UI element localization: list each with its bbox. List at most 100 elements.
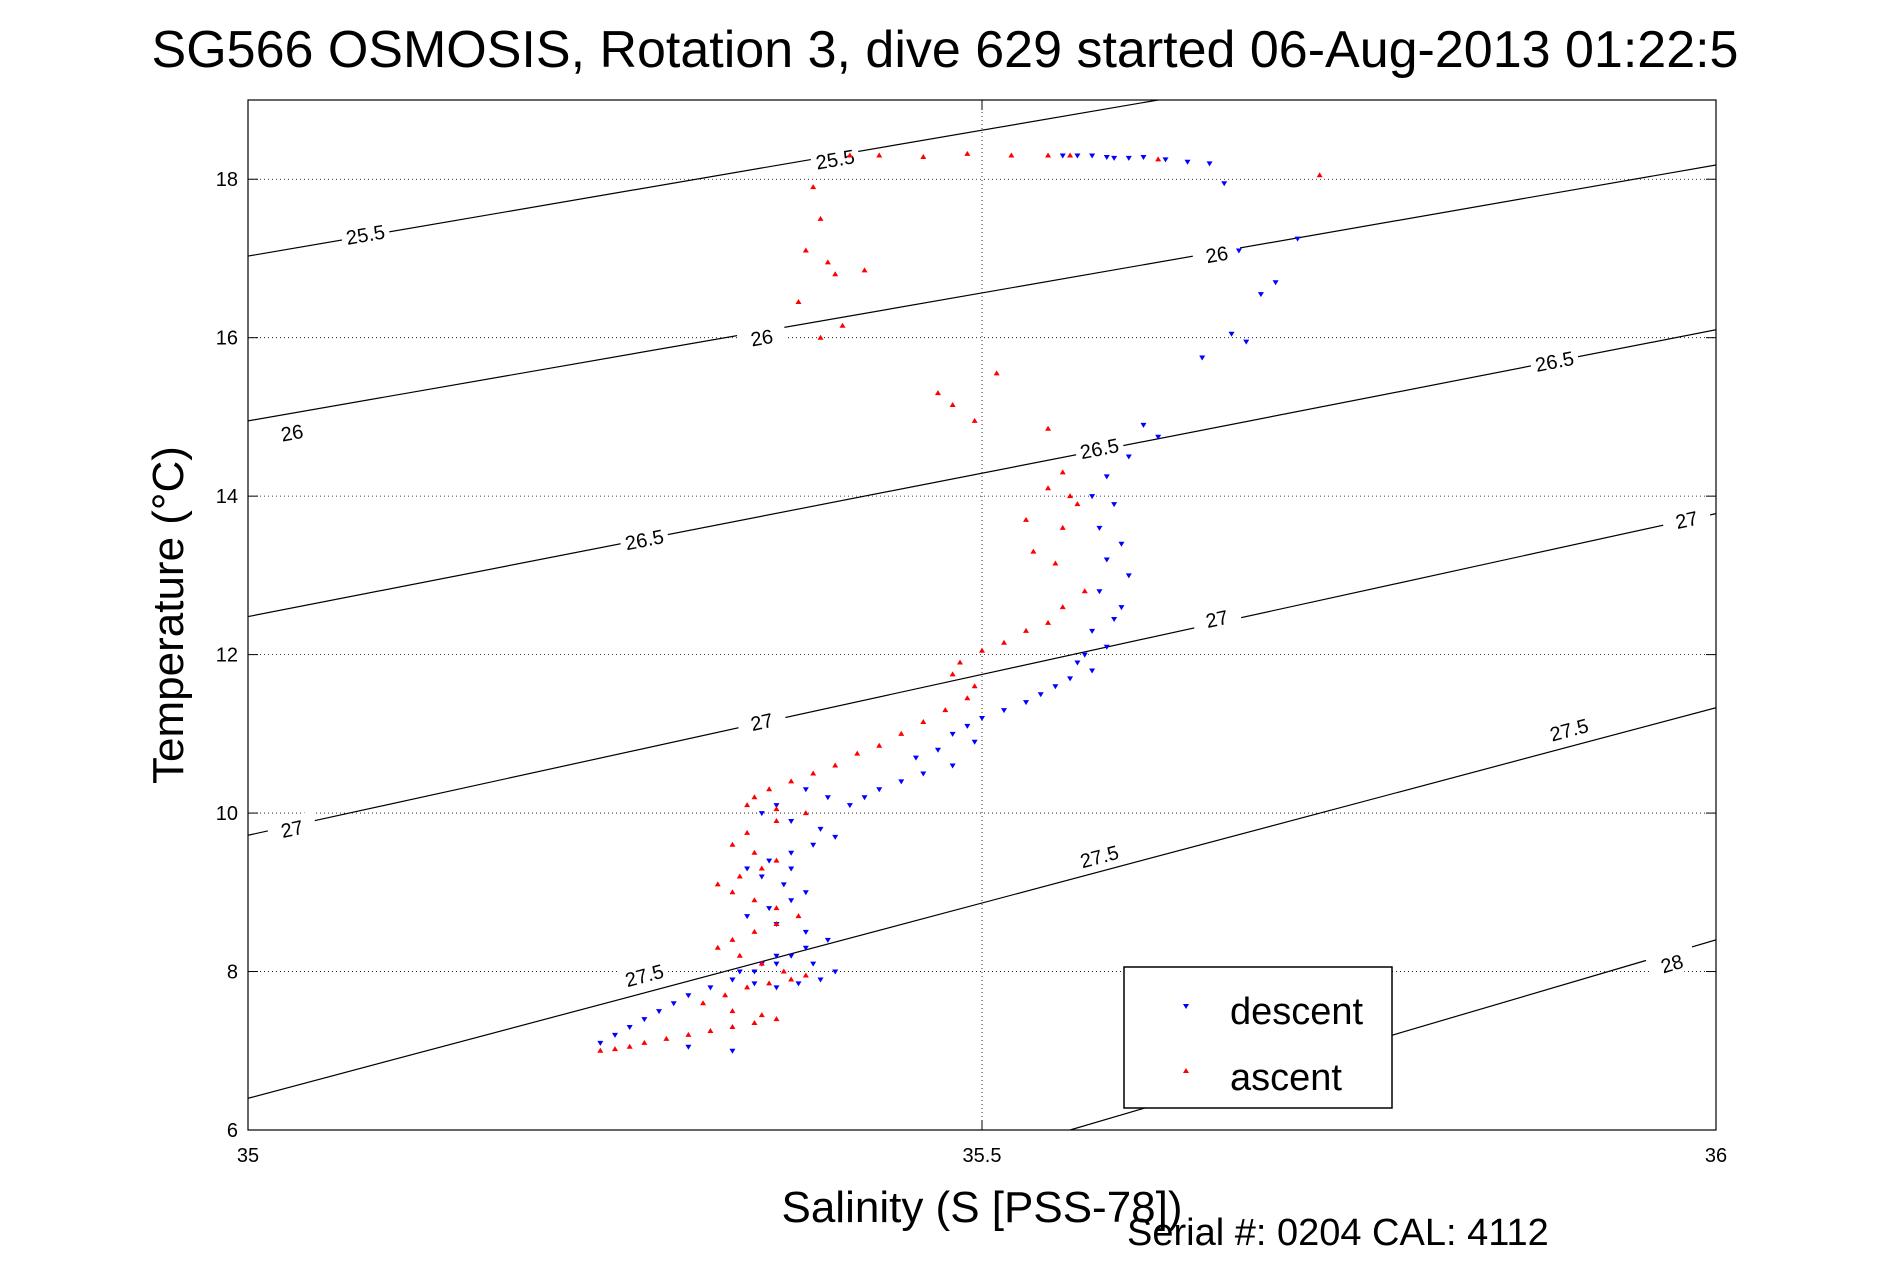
descent-point — [861, 795, 868, 801]
ascent-point — [898, 730, 905, 736]
ascent-point — [751, 849, 758, 855]
ascent-point — [1081, 588, 1088, 594]
ascent-point — [817, 215, 824, 221]
density-contour-label-bg — [735, 704, 788, 738]
ascent-point — [971, 683, 978, 689]
density-contour-label-bg — [1542, 711, 1596, 747]
ascent-point — [795, 913, 802, 919]
ascent-point — [876, 742, 883, 748]
descent-point — [1155, 434, 1162, 440]
descent-point — [1089, 628, 1096, 634]
density-contour-label-bg — [265, 811, 318, 845]
descent-point — [788, 850, 795, 856]
ascent-point — [802, 810, 809, 816]
descent-point — [795, 981, 802, 987]
chart-title: SG566 OSMOSIS, Rotation 3, dive 629 star… — [152, 21, 1739, 79]
descent-point — [788, 898, 795, 904]
ascent-point — [663, 1035, 670, 1041]
ascent-point — [1045, 619, 1052, 625]
ascent-point — [729, 841, 736, 847]
descent-point — [1140, 155, 1147, 161]
ascent-point — [780, 968, 787, 974]
ascent-point — [1067, 152, 1074, 158]
y-tick-label: 12 — [216, 645, 238, 667]
descent-point — [1294, 236, 1301, 242]
descent-point — [1074, 153, 1081, 159]
descent-point — [964, 723, 971, 729]
descent-point — [1081, 652, 1088, 658]
descent-point — [1096, 589, 1103, 595]
ascent-point — [1052, 560, 1059, 566]
ascent-point — [729, 889, 736, 895]
descent-point — [736, 969, 743, 975]
descent-point — [1103, 474, 1110, 480]
legend-box — [1123, 966, 1393, 1109]
ascent-point — [964, 695, 971, 701]
descent-point — [1111, 155, 1118, 161]
descent-point — [612, 1032, 618, 1038]
ascent-point — [641, 1039, 648, 1045]
ascent-point — [1067, 493, 1074, 499]
descent-point — [1118, 605, 1125, 611]
ascent-point — [751, 794, 758, 800]
ascent-point — [795, 299, 802, 305]
ascent-point — [736, 873, 743, 879]
descent-point — [832, 969, 839, 975]
density-contour-line — [248, 100, 1159, 257]
ascent-point — [1059, 604, 1066, 610]
descent-point — [685, 993, 692, 999]
descent-point — [751, 969, 758, 975]
descent-point — [824, 937, 831, 943]
density-contour-label: 26 — [749, 326, 775, 351]
descent-point — [1103, 644, 1110, 650]
descent-point — [1272, 280, 1279, 286]
descent-point — [949, 763, 956, 769]
descent-point — [1096, 525, 1103, 531]
descent-point — [1023, 700, 1030, 706]
descent-point — [912, 755, 919, 761]
descent-point — [876, 787, 883, 793]
ascent-point — [744, 802, 751, 808]
descent-point — [773, 985, 780, 991]
descent-point — [641, 1017, 648, 1023]
descent-point — [597, 1040, 604, 1046]
ascent-point — [1023, 516, 1030, 522]
legend-descent-label: descent — [1230, 991, 1364, 1033]
ascent-point — [846, 152, 853, 158]
ascent-point — [920, 154, 927, 160]
descent-point — [1001, 708, 1008, 714]
descent-point — [766, 858, 773, 864]
descent-point — [1059, 153, 1066, 159]
density-contour-label-bg — [809, 142, 861, 175]
ascent-point — [700, 1000, 707, 1006]
descent-point — [744, 914, 751, 920]
ascent-point — [832, 271, 839, 277]
descent-point — [1199, 355, 1206, 361]
y-tick-label: 16 — [216, 328, 238, 350]
ascent-point — [729, 1024, 736, 1029]
density-contour-label-bg — [1073, 431, 1126, 465]
ascent-point — [729, 936, 736, 942]
ascent-point — [810, 184, 817, 190]
descent-point — [824, 795, 831, 801]
ascent-point — [758, 1012, 765, 1018]
ascent-point — [597, 1047, 604, 1053]
plot-area: 25.525.526262626.526.526.52727272727.527… — [216, 99, 1727, 1167]
ascent-point — [626, 1043, 633, 1049]
axis-ticks: 35 35.5 36 6 8 10 12 14 16 18 — [216, 100, 1727, 1167]
x-axis-label: Salinity (S [PSS-78]) — [781, 1183, 1182, 1232]
density-contour-label: 27 — [1674, 508, 1700, 534]
legend-ascent-label: ascent — [1230, 1057, 1342, 1099]
descent-point — [1184, 159, 1191, 165]
descent-point — [626, 1025, 633, 1030]
descent-point — [1089, 153, 1096, 159]
grid-lines — [248, 100, 1716, 1130]
density-contour-label: 27.5 — [623, 961, 666, 992]
descent-point — [1067, 676, 1074, 682]
ascent-point — [766, 980, 773, 986]
descent-point — [1221, 181, 1228, 187]
descent-point — [1103, 155, 1110, 161]
descent-point — [1206, 161, 1213, 167]
descent-point — [1089, 494, 1096, 500]
